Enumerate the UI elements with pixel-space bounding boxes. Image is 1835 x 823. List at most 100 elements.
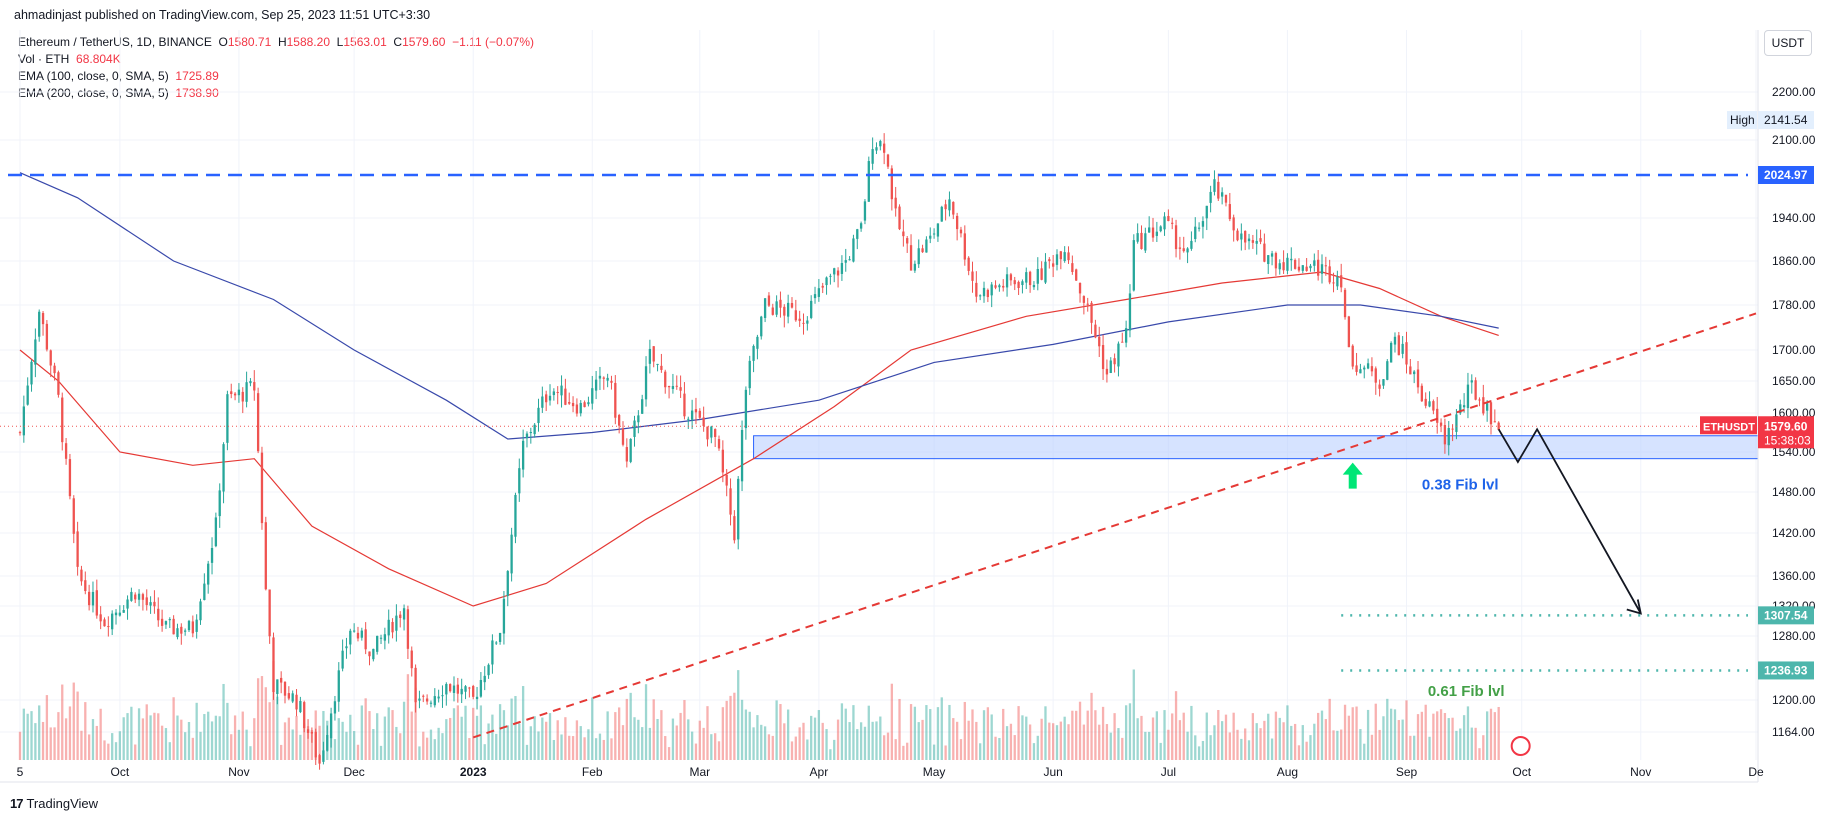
volume-bar — [406, 674, 410, 760]
candle-body — [364, 629, 367, 650]
volume-bar — [276, 696, 279, 760]
volume-bar — [1140, 715, 1143, 760]
candle-body — [859, 223, 863, 229]
volume-bar — [376, 713, 379, 760]
volume-bar — [126, 713, 129, 760]
price-badge-bg — [1758, 416, 1814, 449]
candle-body — [1363, 367, 1366, 370]
volume-bar — [775, 700, 778, 760]
volume-bar — [1355, 706, 1358, 760]
volume-bar — [1017, 706, 1020, 760]
candle-body — [483, 675, 486, 683]
candle-body — [333, 701, 337, 714]
legend-volume-row[interactable]: Vol · ETH 68.804K — [18, 51, 534, 68]
candle-body — [1224, 194, 1228, 203]
volume-bar — [506, 725, 509, 760]
candle-body — [1236, 230, 1239, 241]
candle-body — [806, 320, 809, 324]
volume-bar — [1113, 713, 1116, 760]
currency-unit-button[interactable]: USDT — [1764, 30, 1812, 56]
volume-bar — [1297, 745, 1301, 760]
candle-body — [183, 630, 187, 632]
volume-bar — [160, 725, 164, 760]
symbol-title[interactable]: Ethereum / TetherUS, 1D, BINANCE — [18, 35, 212, 49]
volume-bar — [664, 736, 667, 760]
candle-body — [679, 387, 682, 391]
volume-bar — [767, 734, 771, 760]
legend-ema200-row[interactable]: EMA (200, close, 0, SMA, 5) 1738.90 — [18, 85, 534, 102]
candle-body — [295, 694, 298, 710]
candle-body — [525, 433, 529, 439]
volume-bar — [1282, 722, 1285, 760]
volume-bar — [1432, 713, 1435, 760]
volume-bar — [498, 704, 502, 760]
candle-body — [437, 696, 440, 699]
volume-bar — [306, 726, 310, 760]
candle-body — [1220, 192, 1224, 197]
price-symbol: ETHUSDT — [1703, 421, 1755, 433]
candle-body — [207, 563, 210, 585]
tradingview-footer[interactable]: 17 TradingView — [10, 796, 98, 811]
volume-bar — [230, 734, 233, 760]
volume-bar — [395, 726, 398, 760]
volume-bar — [940, 697, 943, 760]
x-tick-label: Sep — [1396, 765, 1418, 779]
volume-bar — [763, 726, 767, 760]
candle-body — [383, 634, 387, 641]
candle-body — [825, 277, 828, 286]
candle-body — [698, 410, 701, 418]
candle-body — [1359, 369, 1362, 374]
volume-bar — [959, 739, 963, 760]
volume-bar — [1067, 724, 1070, 760]
candle-body — [1447, 427, 1450, 446]
volume-bar — [1263, 720, 1266, 760]
candle-body — [107, 626, 110, 628]
volume-bar — [195, 702, 198, 760]
volume-bar — [1228, 732, 1231, 760]
candle-body — [160, 618, 164, 626]
candle-body — [1067, 252, 1070, 261]
volume-bar — [575, 720, 579, 760]
candle-body — [1009, 274, 1013, 281]
volume-bar — [1205, 712, 1208, 760]
candle-body — [1366, 363, 1370, 369]
volume-bar — [737, 670, 740, 760]
candle-body — [1397, 335, 1400, 356]
volume-bar — [621, 725, 625, 760]
candle-body — [30, 361, 33, 385]
candle-body — [1117, 343, 1120, 367]
volume-bar — [1301, 725, 1304, 760]
volume-bar — [180, 719, 183, 760]
candle-body — [233, 393, 237, 396]
volume-bar — [1459, 728, 1462, 760]
candle-body — [226, 394, 229, 443]
volume-bar — [1251, 713, 1255, 760]
candle-body — [1466, 384, 1470, 409]
candle-body — [114, 612, 118, 616]
candle-body — [433, 696, 436, 706]
candle-body — [1278, 263, 1281, 270]
candle-body — [1455, 414, 1458, 432]
candle-body — [694, 409, 698, 413]
candle-body — [64, 443, 68, 459]
legend-ema100-row[interactable]: EMA (100, close, 0, SMA, 5) 1725.89 — [18, 68, 534, 85]
volume-bar — [1190, 705, 1193, 760]
candle-body — [621, 428, 625, 445]
candle-body — [1071, 263, 1074, 272]
legend-symbol-row: Ethereum / TetherUS, 1D, BINANCE O1580.7… — [18, 34, 534, 51]
volume-bar — [349, 714, 352, 760]
candle-body — [664, 371, 667, 388]
volume-bar — [76, 691, 79, 760]
volume-bar — [948, 704, 951, 760]
volume-bar — [1389, 708, 1393, 760]
x-tick-label: Nov — [228, 765, 249, 779]
candle-body — [283, 681, 287, 696]
volume-bar — [783, 723, 786, 760]
volume-bar — [18, 731, 22, 760]
volume-bar — [975, 721, 978, 760]
volume-bar — [49, 727, 52, 760]
candle-body — [80, 569, 83, 582]
volume-bar — [418, 746, 421, 760]
candle-body — [475, 696, 479, 700]
